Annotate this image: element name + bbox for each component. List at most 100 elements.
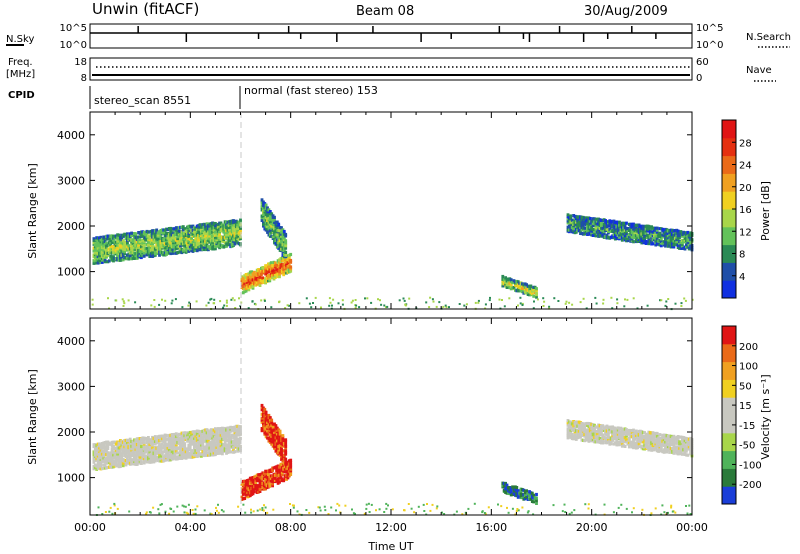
- echo-cell: [181, 248, 185, 252]
- echo-cell: [535, 287, 538, 291]
- echo-cell: [100, 251, 104, 255]
- echo-cell: [622, 226, 626, 230]
- echo-cell: [284, 457, 288, 461]
- echo-cell: [529, 284, 533, 288]
- echo-cell: [590, 426, 594, 431]
- echo-cell: [273, 215, 276, 219]
- ground-scatter-cell: [128, 510, 131, 513]
- ground-scatter-cell: [561, 510, 564, 513]
- echo-cell: [668, 233, 672, 237]
- echo-cell: [601, 226, 605, 231]
- ground-scatter-cell: [489, 296, 491, 299]
- echo-cell: [153, 231, 157, 235]
- ground-scatter-cell: [686, 512, 689, 515]
- echo-cell: [153, 459, 157, 463]
- echo-cell: [227, 431, 231, 436]
- echo-cell: [244, 483, 248, 487]
- ground-scatter-cell: [339, 511, 342, 514]
- ground-scatter-cell: [422, 503, 425, 506]
- echo-cell: [269, 476, 273, 480]
- echo-cell: [268, 210, 272, 214]
- echo-cell: [273, 476, 277, 480]
- ground-scatter-cell: [205, 304, 208, 307]
- echo-cell: [208, 227, 212, 231]
- echo-cell: [622, 438, 626, 442]
- echo-cell: [215, 238, 219, 242]
- ground-scatter-cell: [210, 297, 213, 300]
- echo-cell: [675, 231, 679, 235]
- echo-cell: [270, 219, 274, 223]
- ground-scatter-cell: [123, 302, 126, 305]
- echo-cell: [273, 236, 276, 240]
- echo-cell: [687, 445, 691, 449]
- ground-scatter-cell: [230, 298, 233, 301]
- radar-title: Unwin (fitACF): [92, 0, 199, 18]
- echo-cell: [680, 242, 684, 246]
- echo-cell: [629, 440, 633, 444]
- echo-cell: [148, 438, 152, 442]
- ground-scatter-cell: [527, 510, 530, 513]
- ground-scatter-cell: [670, 506, 673, 509]
- echo-cell: [167, 235, 171, 239]
- echo-cell: [194, 434, 198, 438]
- ground-scatter-cell: [553, 297, 556, 300]
- echo-cell: [509, 488, 513, 492]
- ground-scatter-cell: [338, 504, 341, 507]
- ground-scatter-cell: [432, 300, 435, 303]
- echo-cell: [661, 235, 665, 239]
- echo-cell: [641, 430, 645, 435]
- echo-cell: [232, 447, 235, 451]
- echo-cell: [275, 473, 279, 478]
- ground-scatter-cell: [185, 511, 188, 514]
- echo-cell: [215, 240, 219, 244]
- power-colorbar-label: Power [dB]: [759, 181, 772, 241]
- echo-cell: [598, 436, 602, 441]
- echo-cell: [664, 244, 667, 248]
- ground-scatter-cell: [568, 512, 571, 515]
- echo-cell: [676, 435, 680, 439]
- echo-cell: [523, 289, 527, 294]
- echo-cell: [153, 445, 157, 449]
- echo-cell: [216, 225, 220, 229]
- echo-cell: [201, 450, 205, 454]
- echo-cell: [223, 432, 227, 436]
- echo-cell: [201, 223, 205, 227]
- echo-cell: [282, 248, 286, 252]
- echo-cell: [629, 433, 633, 437]
- echo-cell: [119, 450, 122, 454]
- echo-cell: [532, 493, 536, 497]
- echo-cell: [594, 228, 598, 232]
- power-x-axis-ticks: [89, 112, 693, 309]
- ground-scatter-cell: [691, 298, 694, 301]
- ground-scatter-cell: [429, 296, 432, 299]
- echo-cell: [227, 450, 231, 454]
- echo-cell: [227, 239, 231, 243]
- echo-cell: [184, 456, 188, 460]
- echo-cell: [270, 433, 274, 437]
- echo-cell: [648, 230, 652, 234]
- echo-cell: [260, 403, 264, 408]
- echo-cell: [258, 489, 262, 493]
- echo-cell: [525, 496, 528, 500]
- echo-cell: [675, 451, 679, 455]
- cpid-label: CPID: [8, 90, 35, 101]
- echo-cell: [258, 487, 262, 491]
- echo-cell: [153, 456, 157, 460]
- echo-cell: [655, 436, 659, 440]
- echo-cell: [205, 222, 209, 226]
- echo-cell: [167, 227, 171, 231]
- echo-cell: [609, 235, 613, 239]
- ground-scatter-cell: [217, 503, 219, 506]
- echo-cell: [262, 224, 265, 228]
- echo-cell: [678, 236, 681, 240]
- echo-cell: [629, 234, 633, 239]
- echo-cell: [607, 433, 610, 437]
- echo-cell: [275, 426, 279, 430]
- colorbar-swatch: [722, 244, 736, 263]
- ground-scatter-cell: [328, 304, 331, 307]
- ground-scatter-cell: [91, 298, 94, 301]
- echo-cell: [167, 454, 171, 458]
- echo-cell: [512, 285, 516, 290]
